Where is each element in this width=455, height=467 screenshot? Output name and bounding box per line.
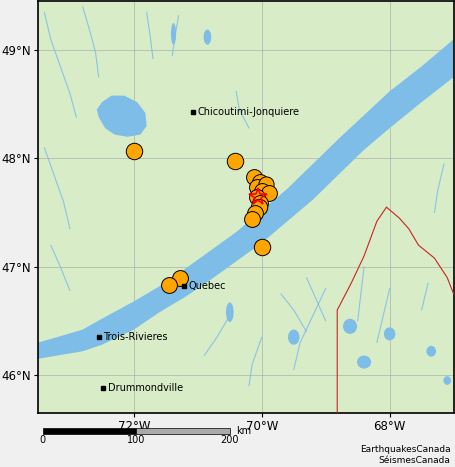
Point [250,173,258,181]
Point [258,187,265,195]
Point [248,215,256,223]
Text: Drummondville: Drummondville [108,383,183,393]
Ellipse shape [226,303,233,322]
Ellipse shape [171,23,176,45]
Point [258,243,265,251]
Ellipse shape [288,330,299,345]
Point [253,194,260,201]
Point [166,282,173,289]
Ellipse shape [384,327,395,340]
Text: Trois-Rivieres: Trois-Rivieres [103,332,168,342]
Ellipse shape [426,346,436,357]
Point [257,178,264,186]
Ellipse shape [357,355,371,368]
Text: Quebec: Quebec [188,281,226,291]
Text: 100: 100 [127,435,145,445]
Point [255,204,262,211]
Text: Chicoutimi-Jonquiere: Chicoutimi-Jonquiere [198,107,300,117]
Point [266,189,273,197]
Point [253,183,260,191]
Point [231,157,238,164]
Point [257,199,264,206]
Point [252,209,259,216]
Point [130,147,137,155]
Ellipse shape [343,319,357,334]
Text: 200: 200 [220,435,239,445]
Text: km: km [237,426,252,436]
Text: 0: 0 [40,435,46,445]
Point [176,274,183,281]
Ellipse shape [203,29,211,45]
Polygon shape [97,96,147,137]
Polygon shape [38,39,454,359]
Ellipse shape [443,376,451,385]
Text: EarthquakesCanada
SéismesCanada: EarthquakesCanada SéismesCanada [360,445,450,465]
Point [263,181,270,188]
